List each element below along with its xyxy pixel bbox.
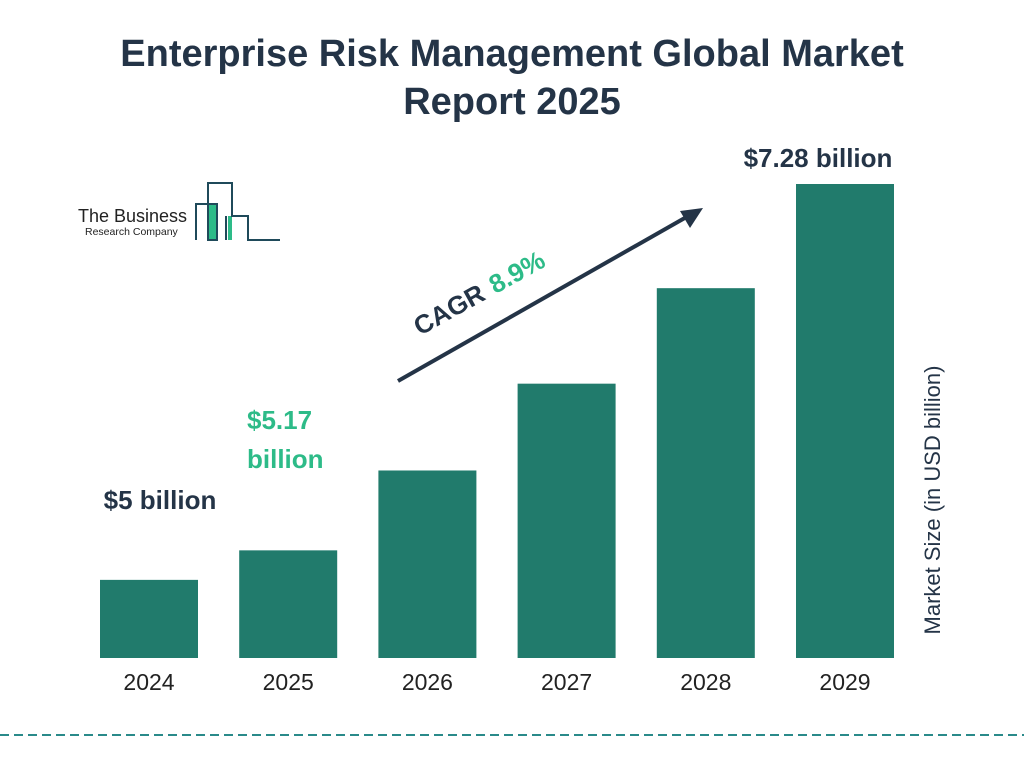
bar-2029: [796, 184, 894, 658]
bar-2024: [100, 579, 198, 658]
data-label-2025-line2: billion: [247, 444, 324, 474]
title-line-1: Enterprise Risk Management Global Market: [120, 33, 904, 75]
logo-skyline: [195, 182, 280, 241]
bar-2025: [239, 550, 338, 658]
bars: [100, 184, 894, 658]
bar-2028: [656, 288, 755, 658]
logo-text-1: The Business: [78, 206, 187, 226]
logo: The Business Research Company: [78, 182, 280, 241]
chart-title: Enterprise Risk Management Global Market…: [0, 30, 1024, 126]
title-line-2: Report 2025: [403, 81, 621, 123]
cagr-value: 8.9%: [484, 245, 550, 300]
bar-2026: [378, 470, 477, 658]
bar-2027: [517, 383, 616, 658]
logo-text-2: Research Company: [85, 226, 179, 238]
x-tick-2029: 2029: [819, 669, 870, 695]
logo-bar-2: [228, 216, 232, 240]
x-ticks: 2024 2025 2026 2027 2028 2029: [123, 669, 870, 695]
data-label-2025-line1: $5.17: [247, 405, 312, 435]
cagr-arrow-head-icon: [680, 208, 703, 228]
logo-bar-1: [208, 205, 217, 240]
x-tick-2028: 2028: [680, 669, 731, 695]
x-tick-2025: 2025: [263, 669, 314, 695]
cagr-label: CAGR: [408, 278, 490, 341]
data-label-2029: $7.28 billion: [744, 143, 893, 173]
logo-skyline-2: [207, 203, 218, 241]
data-label-2024: $5 billion: [104, 485, 217, 515]
y-axis-label: Market Size (in USD billion): [920, 366, 945, 635]
x-tick-2024: 2024: [123, 669, 174, 695]
x-tick-2026: 2026: [402, 669, 453, 695]
x-tick-2027: 2027: [541, 669, 592, 695]
cagr-arrow-line: [397, 213, 691, 383]
